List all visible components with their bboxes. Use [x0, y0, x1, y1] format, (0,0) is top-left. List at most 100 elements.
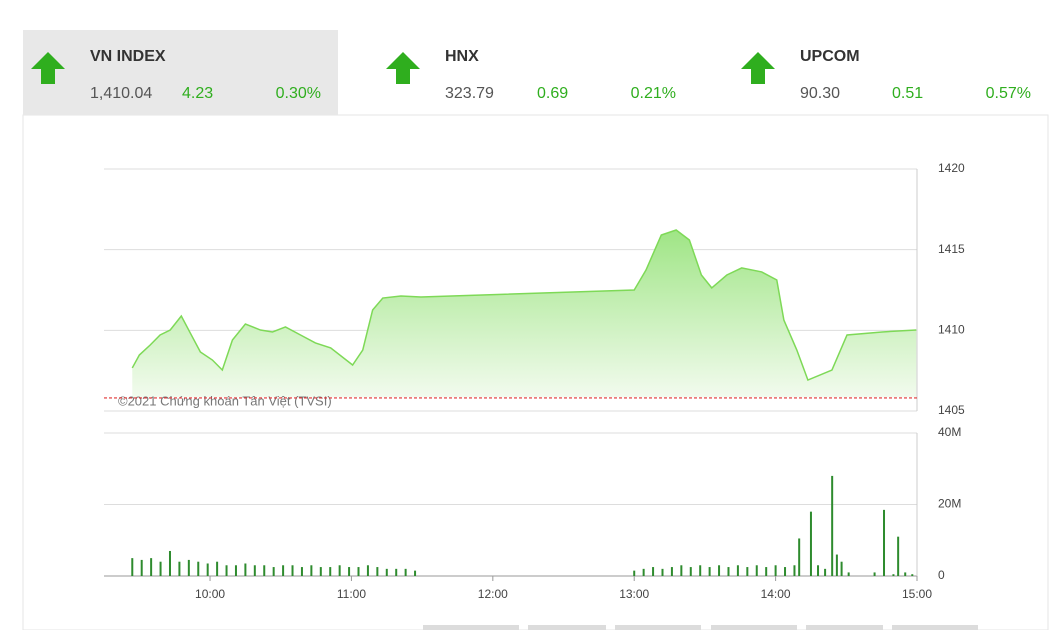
- volume-bar: [282, 565, 285, 576]
- tab-bg: [23, 30, 338, 115]
- y-tick-label: 40M: [938, 425, 961, 439]
- volume-bar: [652, 567, 655, 576]
- x-tick-label: 12:00: [478, 587, 508, 601]
- volume-bar: [689, 567, 692, 576]
- volume-bar: [642, 568, 645, 576]
- watermark: ©2021 Chứng khoán Tân Việt (TVSI): [118, 393, 332, 408]
- volume-bar: [809, 511, 812, 576]
- volume-bar: [824, 568, 827, 576]
- up-arrow: [741, 52, 775, 84]
- volume-bar: [633, 570, 636, 576]
- volume-bar: [835, 554, 838, 576]
- volume-bar: [774, 565, 777, 576]
- volume-bar: [206, 563, 209, 576]
- volume-bar: [798, 538, 801, 576]
- volume-bar: [319, 567, 322, 576]
- index-tab[interactable]: HNX 323.79 0.69 0.21%: [386, 48, 676, 102]
- y-tick-label: 1405: [938, 403, 965, 417]
- y-tick-label: 1420: [938, 161, 965, 175]
- volume-bar: [661, 568, 664, 576]
- volume-bar: [840, 561, 843, 576]
- volume-bar: [234, 565, 237, 576]
- volume-bar: [831, 475, 834, 576]
- y-tick-label: 1415: [938, 242, 965, 256]
- y-tick-label: 20M: [938, 497, 961, 511]
- volume-bar: [225, 565, 228, 576]
- volume-bar: [708, 567, 711, 576]
- volume-bar: [357, 567, 360, 576]
- y-tick-label: 0: [938, 568, 945, 582]
- index-change: 4.23: [182, 85, 213, 102]
- volume-bar: [727, 567, 730, 576]
- volume-bar: [159, 561, 162, 576]
- index-change: 0.69: [537, 85, 568, 102]
- volume-bar: [883, 509, 886, 576]
- volume-bar: [310, 565, 313, 576]
- index-value: 323.79: [445, 85, 494, 102]
- volume-bar: [272, 567, 275, 576]
- volume-bar: [348, 567, 351, 576]
- index-value: 90.30: [800, 85, 840, 102]
- volume-bar: [338, 565, 341, 576]
- volume-bar: [793, 565, 796, 576]
- y-tick-label: 1410: [938, 323, 965, 337]
- volume-bar: [765, 567, 768, 576]
- volume-bar: [329, 567, 332, 576]
- volume-bar: [140, 559, 143, 576]
- x-tick-label: 15:00: [902, 587, 932, 601]
- volume-bar: [873, 572, 876, 576]
- volume-bar: [187, 559, 190, 576]
- index-percent: 0.30%: [276, 85, 321, 102]
- index-tab[interactable]: UPCOM 90.30 0.51 0.57%: [741, 48, 1031, 102]
- volume-bar: [366, 565, 369, 576]
- x-tick-label: 11:00: [337, 587, 366, 601]
- volume-bar: [216, 561, 219, 576]
- volume-bar: [263, 565, 266, 576]
- volume-bar: [291, 565, 294, 576]
- volume-bar: [300, 567, 303, 576]
- volume-bar: [395, 568, 398, 576]
- volume-bar: [168, 550, 171, 576]
- index-name: UPCOM: [800, 48, 860, 65]
- volume-bar: [904, 572, 907, 576]
- volume-bar: [847, 572, 850, 576]
- volume-bar: [755, 565, 758, 576]
- volume-bar: [718, 565, 721, 576]
- price-line: [131, 229, 917, 382]
- volume-bar: [892, 574, 895, 576]
- volume-bar: [746, 567, 749, 576]
- index-name: VN INDEX: [90, 48, 166, 65]
- x-tick-label: 13:00: [619, 587, 649, 601]
- volume-bar: [385, 568, 388, 576]
- x-tick-label: 10:00: [195, 587, 225, 601]
- volume-bar: [680, 565, 683, 576]
- volume-bar: [376, 567, 379, 576]
- volume-bar: [131, 558, 134, 576]
- chart-frame: [22, 114, 1049, 630]
- volume-bar: [197, 561, 200, 576]
- area-fill: [132, 229, 917, 397]
- up-arrow: [386, 52, 420, 84]
- volume-bar: [253, 565, 256, 576]
- volume-bar: [699, 565, 702, 576]
- up-arrow: [31, 52, 65, 84]
- volume-bar: [150, 558, 153, 576]
- index-percent: 0.57%: [986, 85, 1031, 102]
- index-percent: 0.21%: [631, 85, 676, 102]
- x-tick-label: 14:00: [761, 587, 791, 601]
- volume-bar: [404, 568, 407, 576]
- volume-bar: [244, 563, 247, 576]
- volume-bar: [736, 565, 739, 576]
- volume-bar: [897, 536, 900, 576]
- index-value: 1,410.04: [90, 85, 152, 102]
- footer-buttons: [423, 625, 978, 630]
- volume-bar: [414, 570, 417, 576]
- volume-bar: [784, 567, 787, 576]
- index-tab[interactable]: VN INDEX 1,410.04 4.23 0.30%: [23, 30, 338, 115]
- volume-bar: [178, 561, 181, 576]
- index-name: HNX: [445, 48, 479, 65]
- volume-bar: [817, 565, 820, 576]
- volume-bar: [670, 567, 673, 576]
- index-change: 0.51: [892, 85, 923, 102]
